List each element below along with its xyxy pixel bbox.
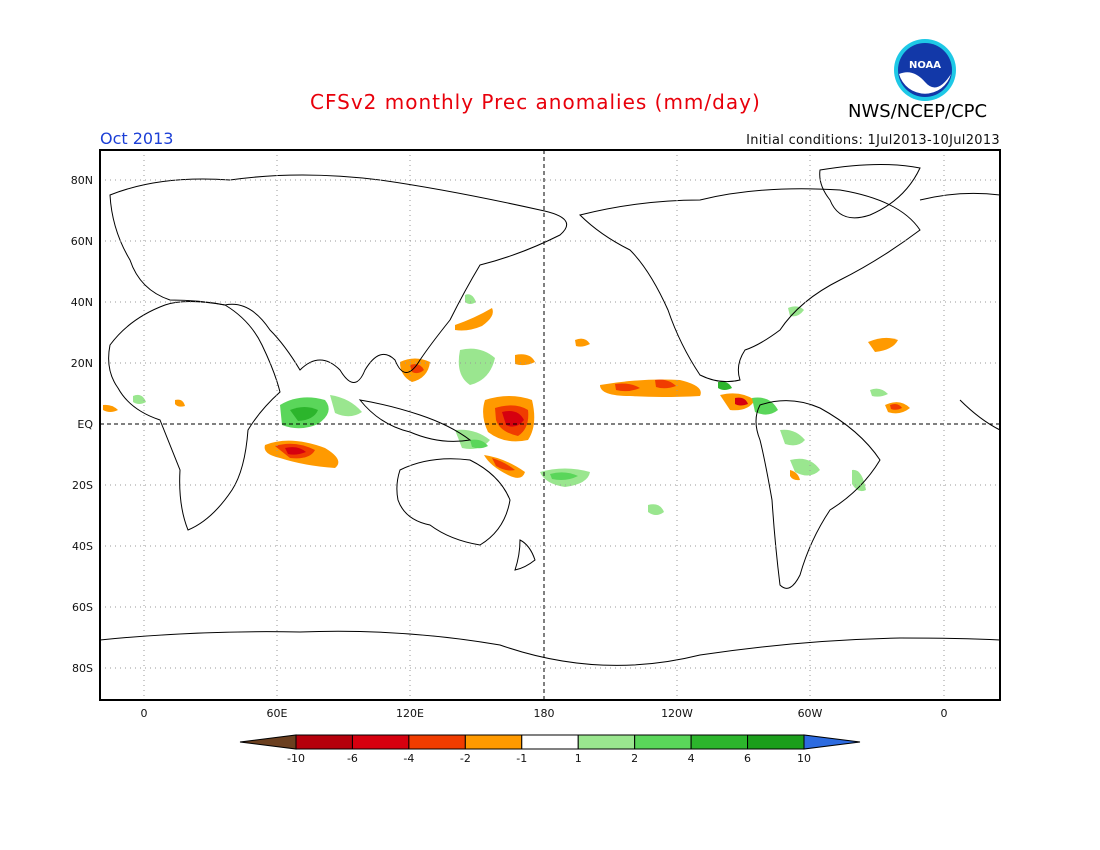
noaa-logo: NOAA — [894, 39, 956, 101]
coastline-north-america — [579, 188, 921, 383]
coastline-africa-east — [959, 399, 1001, 431]
coastline-newzealand — [514, 539, 536, 571]
anomaly-patch — [790, 470, 800, 481]
anomaly-patch — [330, 395, 362, 417]
anomaly-patch — [852, 469, 866, 492]
colorbar-label: -2 — [460, 752, 471, 765]
coastlines — [99, 163, 1001, 666]
grid — [100, 150, 1000, 700]
coastline-indonesia — [358, 399, 472, 442]
map-title: CFSv2 monthly Prec anomalies (mm/day) — [310, 90, 761, 114]
anomaly-patch — [550, 472, 578, 480]
colorbar-box — [690, 734, 749, 750]
colorbar-box — [464, 734, 523, 750]
lat-label: 40N — [71, 296, 93, 309]
colorbar-label: 4 — [688, 752, 695, 765]
anomaly-patch — [575, 338, 590, 347]
colorbar-box — [747, 734, 805, 750]
anomaly-patch — [103, 404, 118, 412]
lat-label: 60N — [71, 235, 93, 248]
coastline-greenland — [819, 163, 921, 219]
lon-label: 120W — [661, 707, 693, 720]
colorbar-box — [295, 734, 353, 750]
initial-conditions: Initial conditions: 1Jul2013-10Jul2013 — [746, 133, 1000, 148]
lat-labels: 80N 60N 40N 20N EQ 20S 40S 60S 80S — [71, 174, 94, 675]
colorbar: -10 -6 -4 -2 -1 1 2 4 6 10 — [239, 734, 861, 765]
lon-label: 0 — [941, 707, 948, 720]
colorbar-label: 6 — [744, 752, 751, 765]
anomaly-patch — [870, 388, 888, 397]
anomaly-patch — [465, 294, 476, 304]
coastline-south-america — [755, 400, 881, 589]
anomaly-patch — [655, 379, 676, 389]
colorbar-box — [351, 734, 410, 750]
colorbar-label: 2 — [631, 752, 638, 765]
coastline-africa — [108, 301, 281, 531]
anomaly-patch — [868, 337, 898, 352]
anomaly-patch — [133, 394, 146, 404]
colorbar-box — [521, 734, 579, 750]
lat-label: 40S — [72, 540, 93, 553]
colorbar-label: 1 — [575, 752, 582, 765]
coastline-antarctica — [99, 630, 1001, 666]
map-frame — [99, 149, 1001, 701]
lat-label: 80N — [71, 174, 93, 187]
lon-label: 180 — [534, 707, 555, 720]
anomaly-patch — [788, 306, 804, 317]
colorbar-label: -4 — [403, 752, 414, 765]
anomaly-patch — [718, 381, 732, 390]
lat-label: 80S — [72, 662, 93, 675]
anomaly-patch — [492, 458, 515, 471]
agency-label: NWS/NCEP/CPC — [848, 101, 988, 122]
lon-label: 120E — [396, 707, 424, 720]
anomaly-patch — [285, 447, 306, 455]
anomaly-patch — [735, 397, 748, 406]
anomaly-patch — [502, 411, 524, 427]
lat-label: EQ — [77, 418, 93, 431]
forecast-month: Oct 2013 — [100, 129, 174, 148]
colorbar-label: -1 — [516, 752, 527, 765]
colorbar-arrow-low — [239, 734, 297, 750]
lat-label: 60S — [72, 601, 93, 614]
anomaly-patch — [780, 429, 805, 446]
anomaly-patches — [103, 294, 910, 515]
colorbar-label: -6 — [347, 752, 358, 765]
colorbar-box — [408, 734, 466, 750]
lat-label: 20S — [72, 479, 93, 492]
logo-text: NOAA — [909, 60, 941, 71]
colorbar-box — [634, 734, 692, 750]
lon-labels: 0 60E 120E 180 120W 60W 0 — [141, 707, 948, 720]
coastline-europe-east — [919, 192, 1001, 201]
anomaly-patch — [470, 439, 488, 449]
coastline-eurasia — [109, 174, 568, 383]
anomaly-patch — [648, 504, 664, 515]
anomaly-patch — [455, 308, 493, 331]
anomaly-patch — [458, 348, 495, 385]
lat-label: 20N — [71, 357, 93, 370]
anomaly-patch — [290, 407, 318, 421]
colorbar-box — [577, 734, 636, 750]
lon-label: 0 — [141, 707, 148, 720]
anomaly-patch — [410, 364, 424, 374]
anomaly-patch — [752, 397, 778, 415]
anomaly-patch — [515, 354, 535, 366]
lon-label: 60W — [798, 707, 823, 720]
colorbar-label: 10 — [797, 752, 811, 765]
anomaly-patch — [790, 458, 820, 476]
anomaly-patch — [615, 383, 640, 392]
anomaly-patch — [175, 399, 185, 407]
coastline-australia — [396, 458, 511, 546]
anomaly-patch — [600, 379, 701, 397]
colorbar-arrow-high — [803, 734, 861, 750]
lon-label: 60E — [267, 707, 288, 720]
equator-dateline — [100, 150, 1000, 700]
colorbar-label: -10 — [287, 752, 305, 765]
anomaly-patch — [890, 404, 902, 410]
